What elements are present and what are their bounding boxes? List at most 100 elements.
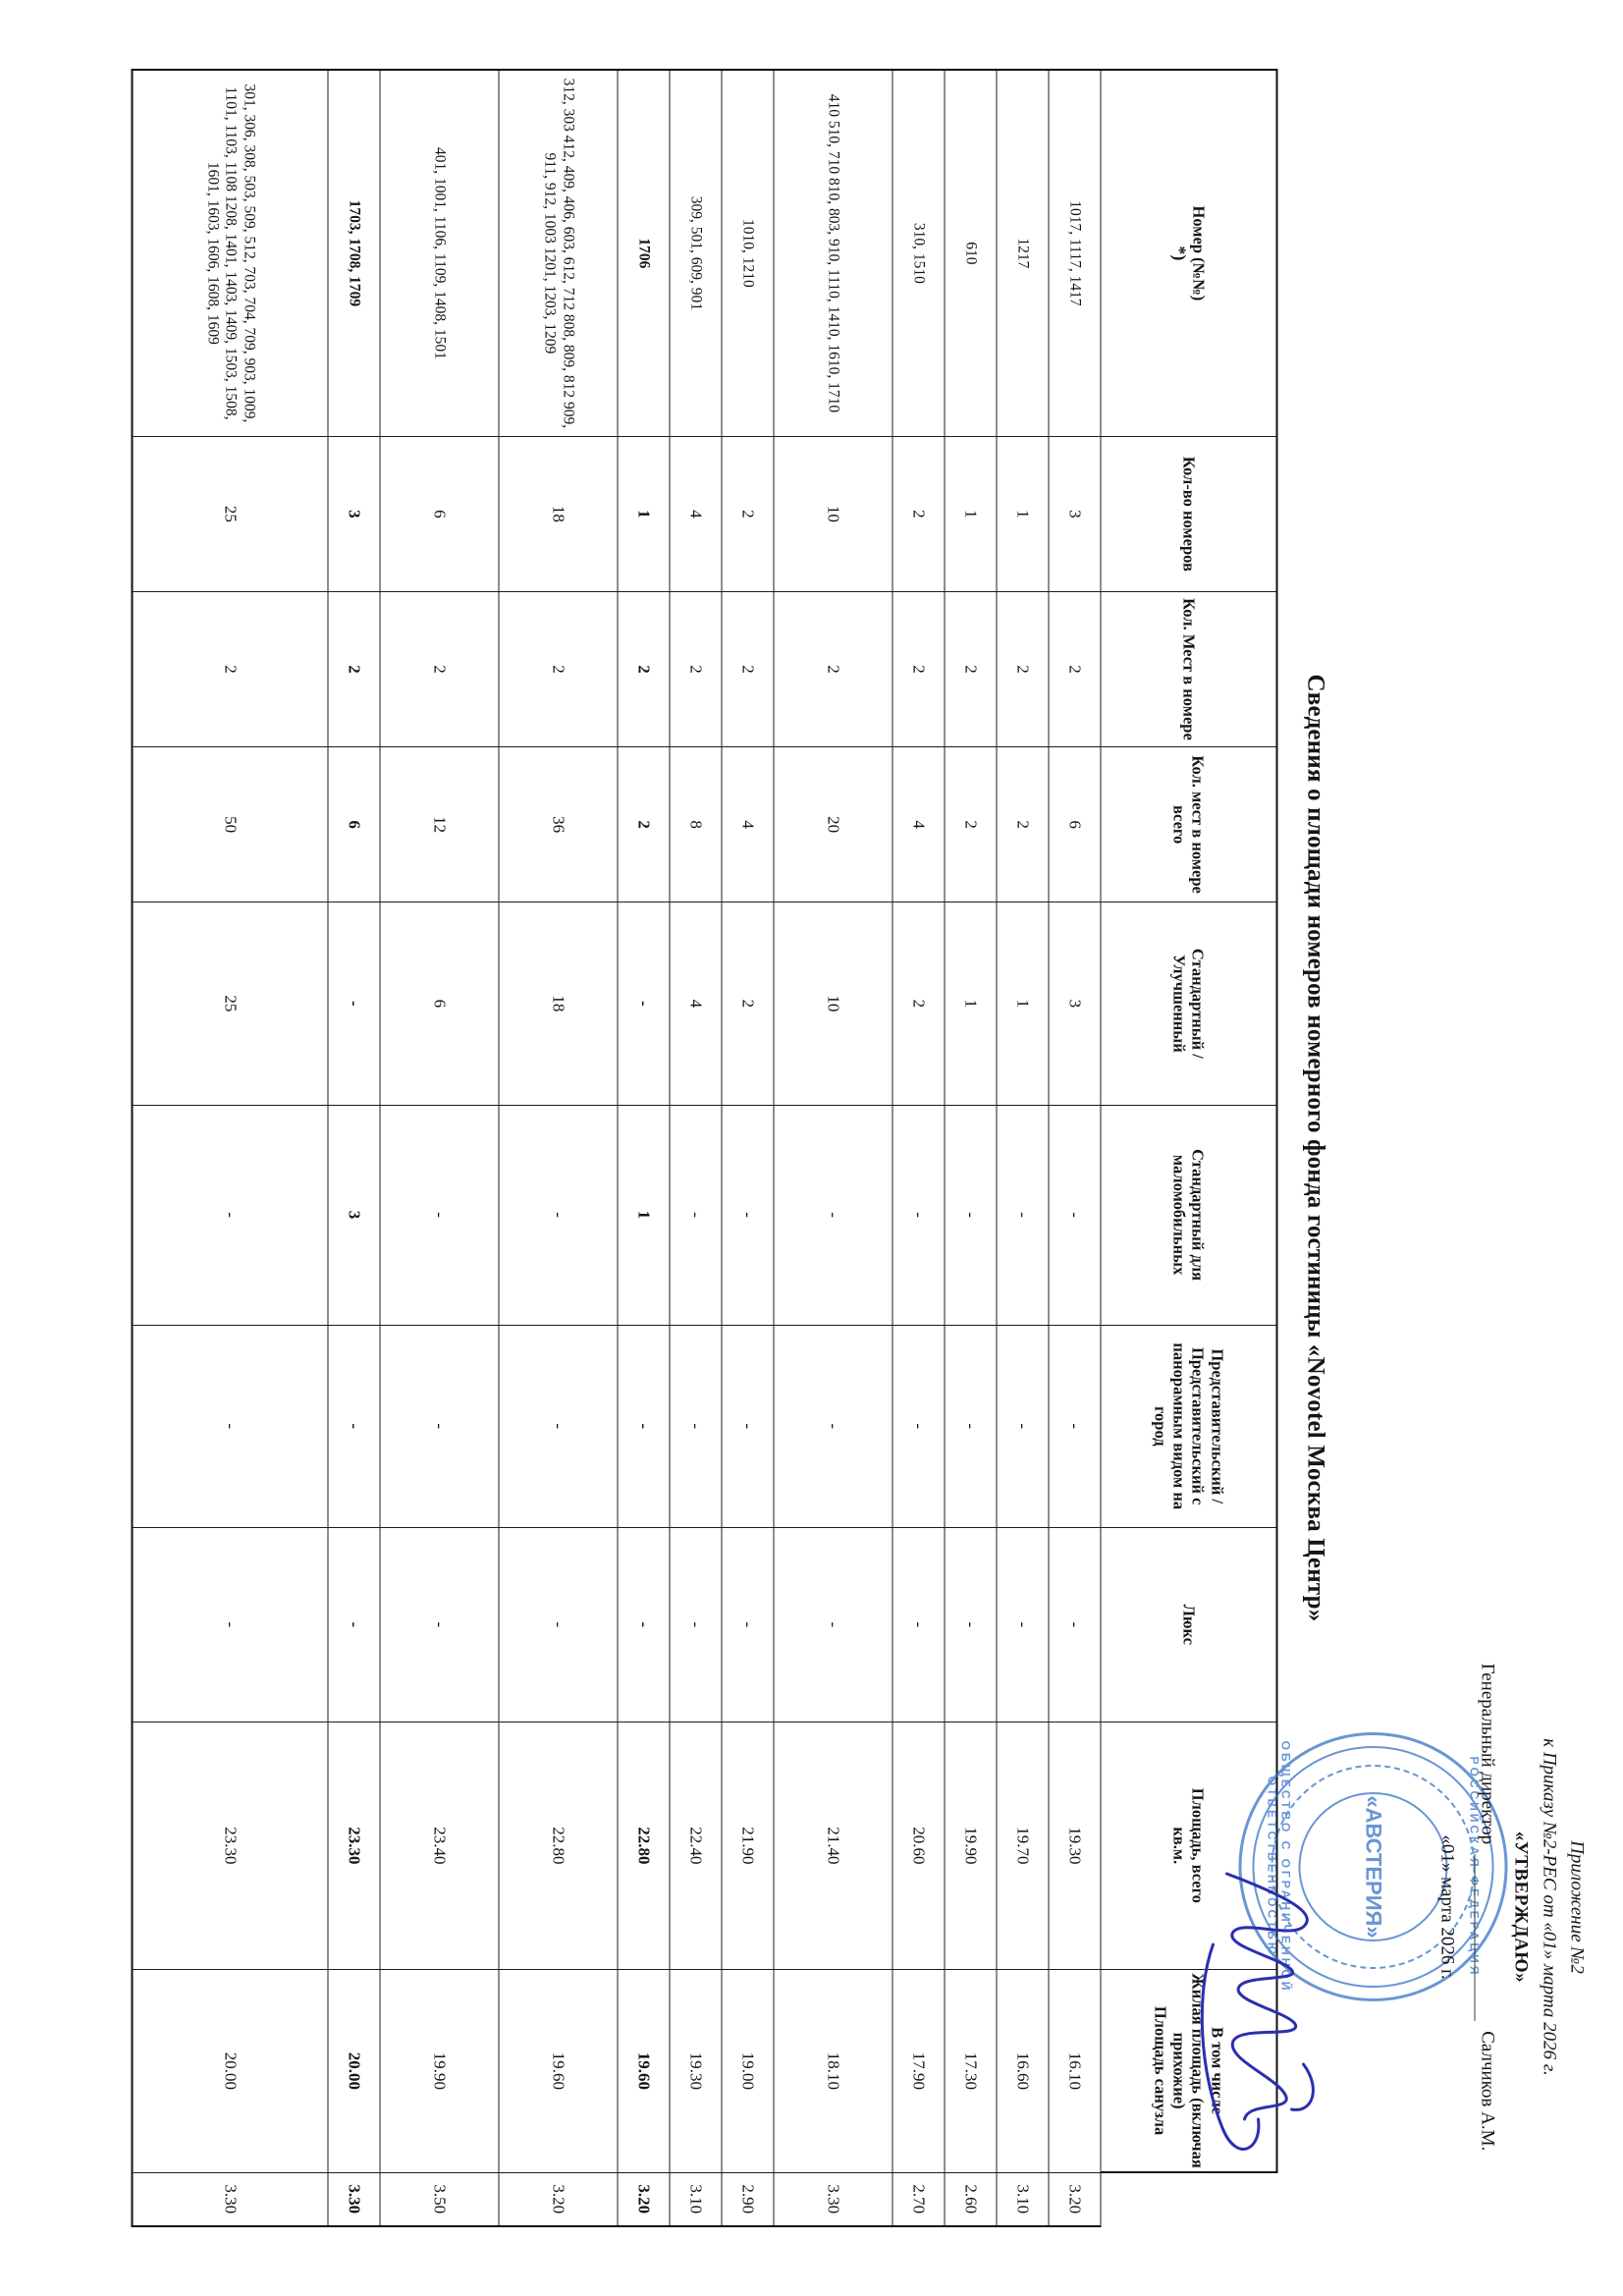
cell-accessible: - xyxy=(669,1105,722,1326)
cell-numbers: 1017, 1117, 1417 xyxy=(1048,70,1101,437)
room-area-table-wrap: Номер (№№) *) Кол-во номеров Кол. Мест в… xyxy=(131,69,1277,2227)
approval-date: «01» марта 2026 г. xyxy=(1435,1834,1457,1980)
cell-standard: 1 xyxy=(996,902,1049,1106)
cell-standard: 1 xyxy=(944,902,997,1106)
cell-lux: - xyxy=(1048,1527,1101,1722)
cell-standard: 25 xyxy=(132,902,328,1106)
cell-representative: - xyxy=(944,1325,997,1528)
signer-name: Салчиков А.М. xyxy=(1477,2031,1498,2152)
cell-beds_per_room: 2 xyxy=(617,591,670,747)
table-row: 401, 1001, 1106, 1109, 1408, 1501 6 2 12 6- -… xyxy=(379,70,499,2226)
cell-area_bath: 3.10 xyxy=(669,2172,722,2226)
cell-numbers: 312, 303 412, 409, 406, 603, 612, 712 80… xyxy=(498,70,618,437)
cell-beds_per_room: 2 xyxy=(944,591,997,747)
cell-beds_per_room: 2 xyxy=(379,591,499,747)
signature-rule xyxy=(1473,1854,1494,2022)
signer-position: Генеральный директор xyxy=(1477,1663,1498,1845)
cell-area_total: 19.90 xyxy=(944,1722,997,1970)
cell-numbers: 301, 306, 308, 503, 509, 512, 703, 704, … xyxy=(132,70,328,437)
cell-accessible: - xyxy=(892,1105,945,1326)
cell-area_living: 19.60 xyxy=(498,1969,618,2173)
cell-beds_per_room: 2 xyxy=(327,591,380,747)
cell-numbers: 310, 1510 xyxy=(892,70,945,437)
cell-representative: - xyxy=(721,1325,774,1528)
cell-representative: - xyxy=(669,1325,722,1528)
cell-area_bath: 3.50 xyxy=(379,2172,499,2226)
cell-area_bath: 3.20 xyxy=(617,2172,670,2226)
cell-accessible: 1 xyxy=(617,1105,670,1326)
cell-beds_total: 4 xyxy=(892,746,945,902)
table-row: 310, 1510 2 2 4 2- - -20.60 17.90 2.70 xyxy=(892,70,945,2226)
appendix-label: Приложение №2 xyxy=(1566,1840,1587,1974)
cell-lux: - xyxy=(617,1527,670,1722)
table-body: 1017, 1117, 1417 3 2 6 3- - -19.30 16.10 3.20 121… xyxy=(132,70,1101,2226)
cell-lux: - xyxy=(996,1527,1049,1722)
cell-standard: - xyxy=(327,902,380,1106)
table-row: 1706 1 2 2-1- -22.80 19.60 3.20 xyxy=(617,70,670,2226)
cell-beds_per_room: 2 xyxy=(773,591,893,747)
cell-beds_total: 8 xyxy=(669,746,722,902)
th-area-living: Жилая площадь (включая прихожие) xyxy=(1169,1973,1208,2168)
th-area-total-label: Площадь, всего xyxy=(1188,1787,1208,1903)
cell-beds_total: 20 xyxy=(773,746,893,902)
cell-accessible: - xyxy=(379,1105,499,1326)
th-category-standard-improved: Стандартный / Улучшенный xyxy=(1100,902,1276,1106)
cell-standard: 6 xyxy=(379,902,499,1106)
cell-lux: - xyxy=(944,1527,997,1722)
table-row: 309, 501, 609, 901 4 2 8 4- - -22.40 19.30 3.10 xyxy=(669,70,722,2226)
cell-rooms: 18 xyxy=(498,436,618,592)
cell-lux: - xyxy=(669,1527,722,1722)
table-row: 312, 303 412, 409, 406, 603, 612, 712 80… xyxy=(498,70,618,2226)
cell-beds_total: 2 xyxy=(617,746,670,902)
cell-beds_total: 12 xyxy=(379,746,499,902)
table-row: 410 510, 710 810, 803, 910, 1110, 1410, … xyxy=(773,70,893,2226)
th-category-lux: Люкс xyxy=(1100,1527,1276,1722)
cell-accessible: - xyxy=(498,1105,618,1326)
cell-area_total: 23.30 xyxy=(132,1722,328,1970)
cell-lux: - xyxy=(327,1527,380,1722)
th-area-total: Площадь, всего кв.м. xyxy=(1100,1722,1276,1970)
cell-beds_per_room: 2 xyxy=(996,591,1049,747)
cell-area_bath: 3.30 xyxy=(773,2172,893,2226)
cell-accessible: - xyxy=(1048,1105,1101,1326)
cell-area_living: 20.00 xyxy=(327,1969,380,2173)
cell-accessible: - xyxy=(773,1105,893,1326)
cell-rooms: 3 xyxy=(327,436,380,592)
cell-area_total: 22.80 xyxy=(617,1722,670,1970)
cell-area_living: 17.30 xyxy=(944,1969,997,2173)
cell-accessible: - xyxy=(721,1105,774,1326)
cell-area_bath: 2.90 xyxy=(721,2172,774,2226)
cell-lux: - xyxy=(773,1527,893,1722)
cell-lux: - xyxy=(892,1527,945,1722)
table-row: 1017, 1117, 1417 3 2 6 3- - -19.30 16.10 3.20 xyxy=(1048,70,1101,2226)
cell-standard: 2 xyxy=(892,902,945,1106)
cell-representative: - xyxy=(1048,1325,1101,1528)
cell-area_bath: 3.30 xyxy=(327,2172,380,2226)
th-room-numbers-label: Номер (№№) xyxy=(1189,205,1209,301)
cell-beds_total: 36 xyxy=(498,746,618,902)
cell-area_total: 23.30 xyxy=(327,1722,380,1970)
th-area-bath: Площадь санузла xyxy=(1150,2005,1169,2136)
cell-beds_total: 2 xyxy=(944,746,997,902)
cell-representative: - xyxy=(327,1325,380,1528)
cell-area_living: 16.60 xyxy=(996,1969,1049,2173)
cell-area_total: 20.60 xyxy=(892,1722,945,1970)
cell-rooms: 1 xyxy=(944,436,997,592)
cell-area_bath: 2.60 xyxy=(944,2172,997,2226)
cell-rooms: 10 xyxy=(773,436,893,592)
cell-representative: - xyxy=(617,1325,670,1528)
table-row: 610 1 2 2 1- - -19.90 17.30 2.60 xyxy=(944,70,997,2226)
table-row: 1217 1 2 2 1- - -19.70 16.60 3.10 xyxy=(996,70,1049,2226)
cell-representative: - xyxy=(773,1325,893,1528)
th-rooms-count: Кол-во номеров xyxy=(1100,436,1276,592)
cell-rooms: 3 xyxy=(1048,436,1101,592)
cell-numbers: 401, 1001, 1106, 1109, 1408, 1501 xyxy=(379,70,499,437)
cell-numbers: 610 xyxy=(944,70,997,437)
cell-rooms: 1 xyxy=(996,436,1049,592)
th-in-total-group: В том числе Жилая площадь (включая прихо… xyxy=(1100,1969,1276,2173)
cell-numbers: 1010, 1210 xyxy=(721,70,774,437)
th-category-representative: Представительский / Представительский с … xyxy=(1100,1325,1276,1528)
cell-beds_total: 4 xyxy=(721,746,774,902)
cell-standard: 3 xyxy=(1048,902,1101,1106)
th-room-numbers-note: *) xyxy=(1168,246,1189,261)
